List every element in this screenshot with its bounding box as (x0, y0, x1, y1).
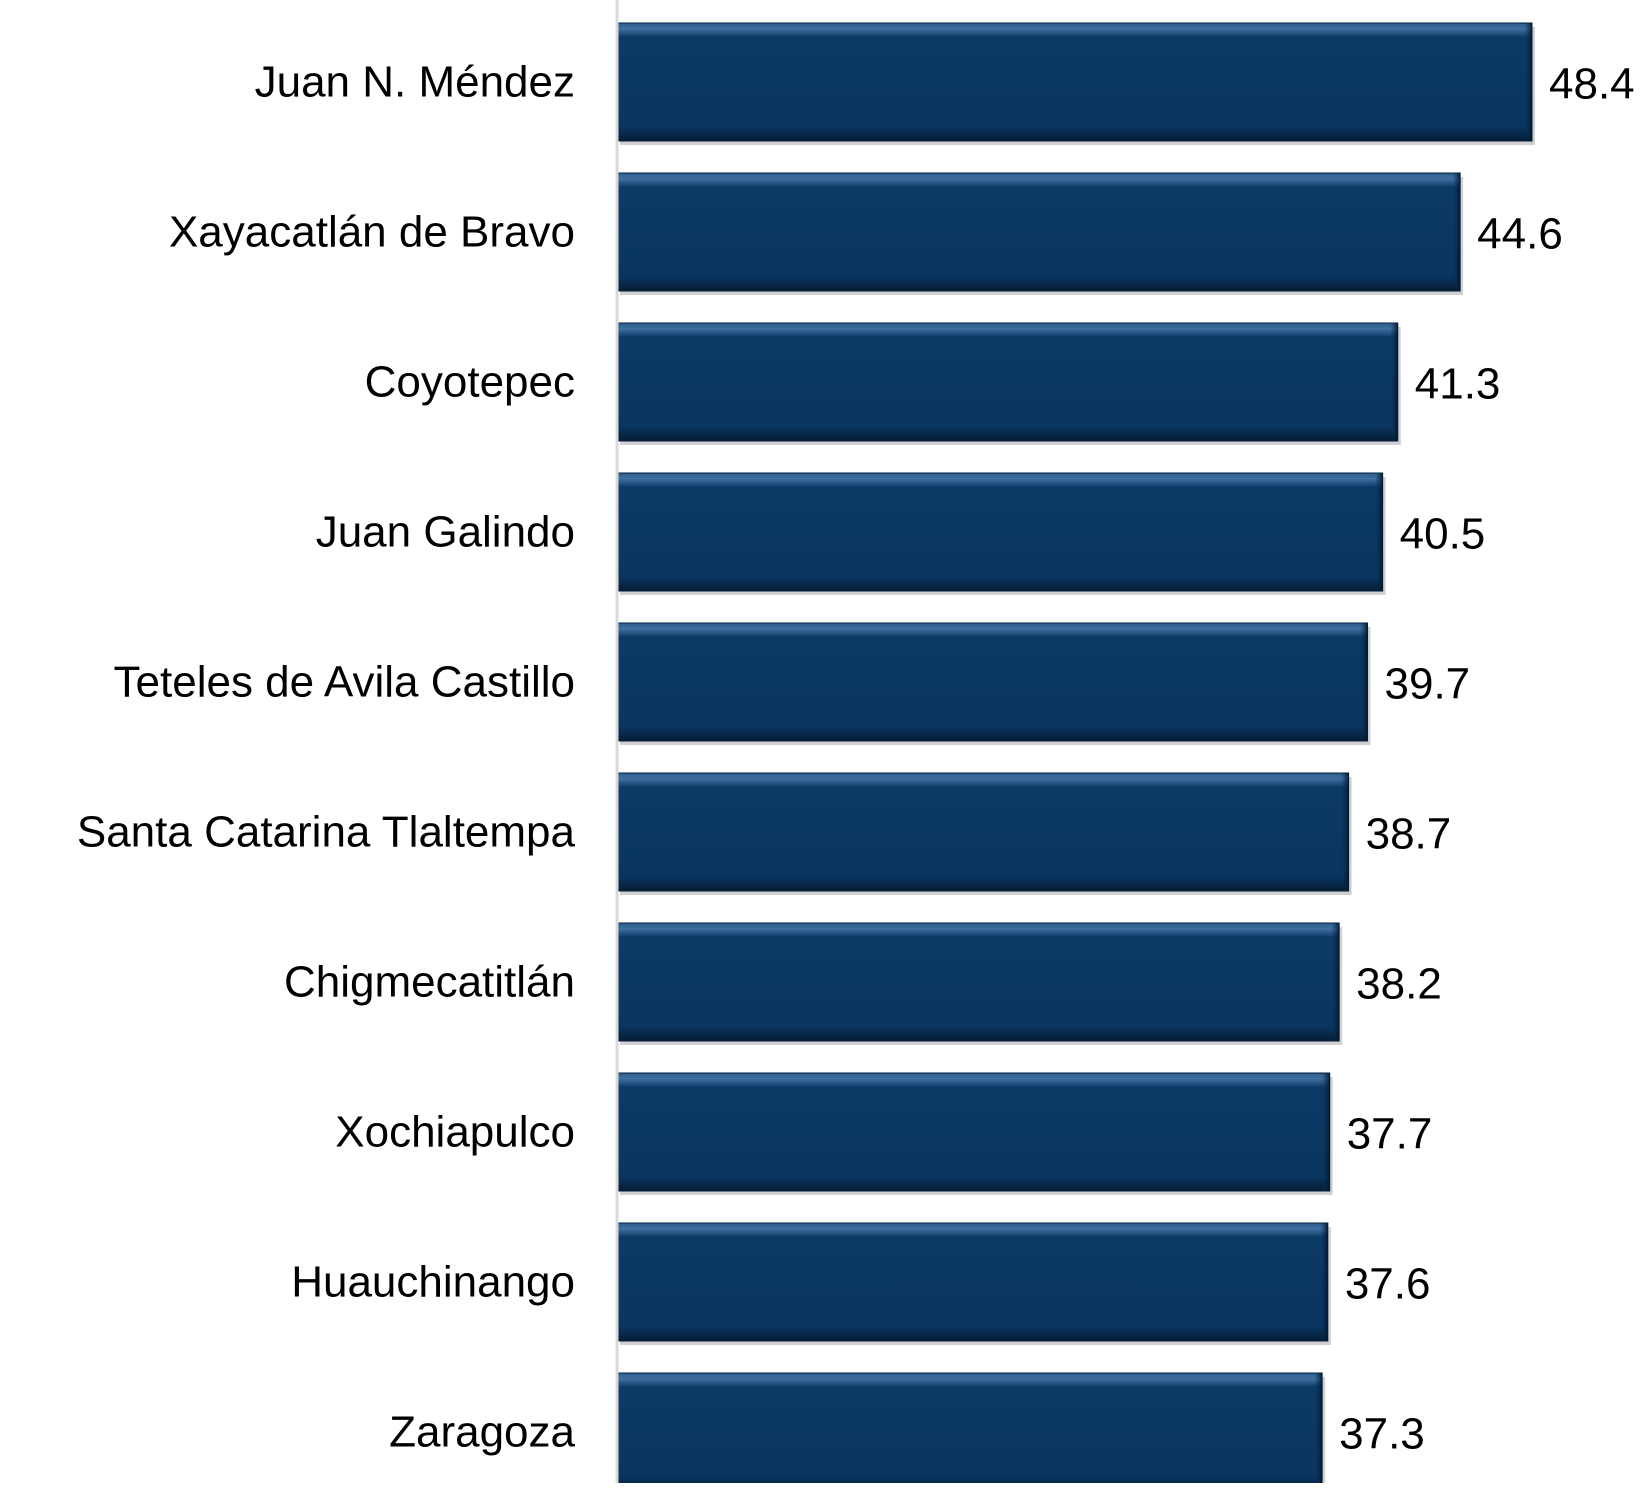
bar-group (616, 322, 1401, 445)
bar-edge (1452, 173, 1461, 291)
bar-group (616, 1222, 1331, 1345)
bar-group (616, 772, 1352, 895)
labels-layer: Juan N. Méndez 48.4 Xayacatlán de Bravo 44.… (77, 58, 1635, 1459)
category-label: Huauchinango (291, 1258, 575, 1307)
bar-edge (1319, 1223, 1328, 1341)
value-label: 48.4 (1549, 60, 1635, 109)
value-label: 39.7 (1385, 660, 1471, 709)
category-label: Xochiapulco (335, 1108, 575, 1157)
bar (616, 772, 1350, 892)
value-label: 38.7 (1366, 810, 1452, 859)
value-label: 44.6 (1477, 210, 1563, 259)
bar (616, 1372, 1323, 1488)
value-label: 37.7 (1347, 1110, 1433, 1159)
category-label: Teteles de Avila Castillo (114, 658, 575, 707)
category-label: Santa Catarina Tlaltempa (77, 808, 576, 857)
value-label: 37.6 (1345, 1260, 1431, 1309)
value-label: 40.5 (1400, 510, 1486, 559)
bar-group (616, 1072, 1333, 1195)
bar-edge (1321, 1073, 1330, 1191)
bar (616, 322, 1399, 442)
bars-layer (616, 22, 1535, 1488)
bar-edge (1359, 623, 1368, 741)
bar (616, 922, 1340, 1042)
bar-edge (1340, 773, 1349, 891)
category-label: Juan Galindo (316, 508, 575, 557)
bar (616, 1072, 1331, 1192)
bar (616, 1222, 1329, 1342)
bar-edge (1314, 1373, 1323, 1488)
category-label: Juan N. Méndez (255, 58, 575, 107)
category-label: Zaragoza (389, 1408, 575, 1457)
value-label: 38.2 (1356, 960, 1442, 1009)
bar (616, 22, 1533, 142)
bar-group (616, 1372, 1326, 1488)
bar-edge (1524, 23, 1532, 141)
bar-edge (1374, 473, 1383, 591)
bar-group (616, 922, 1343, 1045)
category-label: Xayacatlán de Bravo (169, 208, 575, 257)
bar-edge (1331, 923, 1340, 1041)
bar (616, 622, 1369, 742)
category-label: Chigmecatitlán (284, 958, 575, 1007)
bar-edge (1389, 323, 1398, 441)
bar (616, 172, 1461, 292)
value-label: 37.3 (1339, 1410, 1425, 1459)
bar-group (616, 172, 1464, 295)
value-label: 41.3 (1415, 360, 1501, 409)
bar-group (616, 22, 1535, 145)
bar-group (616, 472, 1386, 595)
bar (616, 472, 1384, 592)
bar-group (616, 622, 1371, 745)
category-label: Coyotepec (365, 358, 575, 407)
